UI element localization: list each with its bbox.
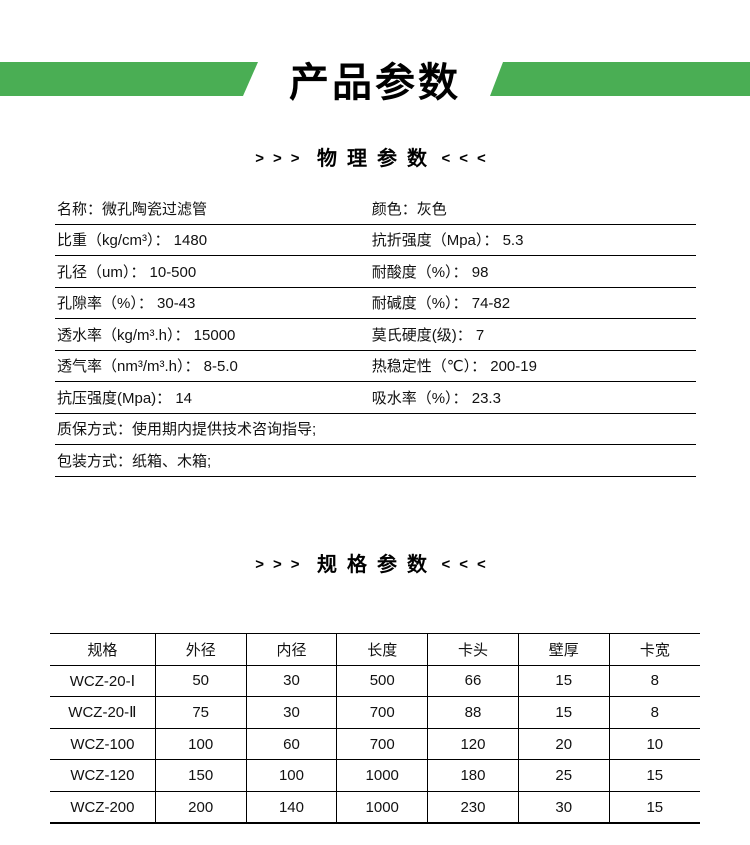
physical-cell: 抗压强度(Mpa)： 14 [57, 389, 193, 407]
spec-row: WCZ-100 100 60 700 120 20 10 [50, 728, 700, 760]
physical-row: 孔隙率（%）： 30-43 耐碱度（%）： 74-82 [55, 288, 696, 319]
spec-cell: 1000 [336, 759, 429, 792]
spec-row: WCZ-20-Ⅱ 75 30 700 88 15 8 [50, 696, 700, 729]
spec-cell: WCZ-100 [50, 728, 156, 760]
physical-cell: 莫氏硬度(级)： 7 [371, 326, 485, 344]
spec-row: WCZ-200 200 140 1000 230 30 15 [50, 791, 700, 824]
physical-cell: 质保方式：使用期内提供技术咨询指导; [57, 421, 317, 439]
physical-row: 名称：微孔陶瓷过滤管 颜色：灰色 [55, 193, 696, 225]
spec-cell: 75 [155, 696, 247, 729]
physical-row: 孔径（um）： 10-500 耐酸度（%）： 98 [55, 256, 696, 288]
spec-cell: 60 [246, 728, 338, 760]
spec-cell: 8 [650, 703, 659, 721]
spec-header-cell: 壁厚 [518, 633, 610, 666]
spec-cell: 700 [336, 696, 429, 729]
spec-cell: 50 [155, 665, 247, 697]
spec-section-heading: >>> 规格参数 <<< [0, 548, 750, 577]
spec-cell: 200 [155, 791, 247, 824]
physical-cell: 热稳定性（℃）： 200-19 [371, 358, 537, 376]
spec-cell: 150 [155, 759, 247, 792]
physical-row: 质保方式：使用期内提供技术咨询指导; [55, 414, 696, 445]
spec-cell: WCZ-200 [50, 791, 156, 824]
spec-cell: 180 [427, 759, 519, 792]
spec-cell: WCZ-120 [50, 759, 156, 792]
physical-row: 透水率（kg/m³.h）： 15000 莫氏硬度(级)： 7 [55, 319, 696, 351]
spec-cell: 30 [518, 791, 610, 824]
chevrons-left-icon: <<< [441, 556, 495, 573]
physical-row: 包装方式：纸箱、木箱; [55, 445, 696, 477]
page-title: 产品参数 [289, 61, 461, 105]
physical-cell: 耐碱度（%）： 74-82 [371, 295, 511, 313]
physical-row: 抗压强度(Mpa)： 14 吸水率（%）： 23.3 [55, 382, 696, 414]
spec-parameters-table: 规格 外径 内径 长度 卡头 壁厚 卡宽 WCZ-20-Ⅰ 50 30 500 66 15 8 WCZ-2… [50, 633, 700, 824]
spec-cell: 20 [518, 728, 610, 760]
spec-header-cell: 长度 [336, 633, 429, 666]
physical-cell: 比重（kg/cm³）： 1480 [57, 232, 208, 250]
green-ribbon-left [0, 62, 258, 96]
spec-cell: 120 [427, 728, 519, 760]
physical-section-heading: >>> 物理参数 <<< [0, 142, 750, 171]
physical-cell: 颜色：灰色 [371, 200, 447, 218]
spec-header-cell: 卡头 [427, 633, 519, 666]
physical-cell: 名称：微孔陶瓷过滤管 [57, 200, 208, 218]
spec-row: WCZ-20-Ⅰ 50 30 500 66 15 8 [50, 665, 700, 697]
spec-row: WCZ-120 150 100 1000 180 25 15 [50, 759, 700, 792]
spec-cell: 100 [155, 728, 247, 760]
physical-cell: 吸水率（%）： 23.3 [371, 389, 501, 407]
spec-header-cell: 规格 [50, 633, 156, 666]
green-ribbon-right [490, 62, 750, 96]
physical-cell: 孔径（um）： 10-500 [57, 263, 197, 281]
spec-cell: WCZ-20-Ⅱ [50, 696, 156, 729]
spec-cell: WCZ-20-Ⅰ [50, 665, 156, 697]
header-banner: 产品参数 [0, 0, 750, 115]
spec-cell: 15 [646, 767, 664, 785]
physical-cell: 透水率（kg/m³.h）： 15000 [57, 326, 236, 344]
spec-table-header: 规格 外径 内径 长度 卡头 壁厚 卡宽 [50, 633, 700, 666]
spec-cell: 88 [427, 696, 519, 729]
physical-row: 比重（kg/cm³）： 1480 抗折强度（Mpa）： 5.3 [55, 225, 696, 256]
spec-table-body: WCZ-20-Ⅰ 50 30 500 66 15 8 WCZ-20-Ⅱ 75 30 700 88 15 8… [50, 665, 700, 824]
physical-cell: 包装方式：纸箱、木箱; [57, 452, 212, 470]
spec-cell: 8 [650, 672, 659, 690]
physical-section-title: 物理参数 [317, 148, 437, 170]
spec-header-cell: 外径 [155, 633, 247, 666]
spec-cell: 15 [518, 665, 610, 697]
spec-header-cell: 内径 [246, 633, 338, 666]
physical-cell: 抗折强度（Mpa）： 5.3 [371, 232, 524, 250]
physical-row: 透气率（nm³/m³.h）： 8-5.0 热稳定性（℃）： 200-19 [55, 351, 696, 382]
spec-cell: 1000 [336, 791, 429, 824]
chevrons-right-icon: >>> [255, 150, 309, 167]
spec-header-cell: 卡宽 [639, 641, 670, 659]
spec-cell: 15 [518, 696, 610, 729]
physical-cell: 透气率（nm³/m³.h）： 8-5.0 [57, 358, 238, 376]
physical-parameters-table: 名称：微孔陶瓷过滤管 颜色：灰色比重（kg/cm³）： 1480 抗折强度（Mpa）… [55, 193, 696, 477]
spec-header-row: 规格 外径 内径 长度 卡头 壁厚 卡宽 [50, 633, 700, 666]
physical-cell: 耐酸度（%）： 98 [371, 263, 489, 281]
spec-cell: 700 [336, 728, 429, 760]
spec-cell: 30 [246, 665, 338, 697]
spec-cell: 30 [246, 696, 338, 729]
physical-cell: 孔隙率（%）： 30-43 [57, 295, 196, 313]
chevrons-right-icon: >>> [255, 556, 309, 573]
spec-cell: 100 [246, 759, 338, 792]
spec-cell: 25 [518, 759, 610, 792]
spec-cell: 66 [427, 665, 519, 697]
spec-cell: 15 [646, 798, 664, 816]
spec-section-title: 规格参数 [317, 554, 437, 576]
spec-cell: 500 [336, 665, 429, 697]
spec-cell: 230 [427, 791, 519, 824]
chevrons-left-icon: <<< [441, 150, 495, 167]
spec-cell: 140 [246, 791, 338, 824]
spec-cell: 10 [646, 735, 664, 753]
